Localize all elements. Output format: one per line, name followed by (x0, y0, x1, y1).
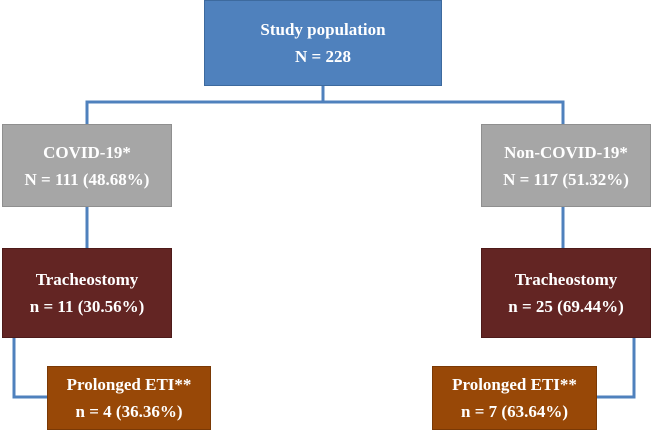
non-covid-group-title: Non-COVID-19* (504, 142, 628, 162)
non-covid-group-count: N = 117 (51.32%) (503, 169, 629, 189)
covid-prolonged-eti-title: Prolonged ETI** (66, 375, 192, 394)
covid-prolonged-eti-count: n = 4 (36.36%) (75, 402, 183, 421)
study-population-box: Study population N = 228 (204, 0, 442, 86)
covid-tracheostomy-count: n = 11 (30.56%) (29, 297, 145, 316)
non-covid-group-box: Non-COVID-19* N = 117 (51.32%) (481, 124, 651, 207)
study-population-title: Study population (260, 20, 386, 39)
covid-prolonged-eti-box: Prolonged ETI** n = 4 (36.36%) (47, 366, 211, 430)
covid-group-box: COVID-19* N = 111 (48.68%) (2, 124, 172, 207)
non-covid-tracheostomy-box: Tracheostomy n = 25 (69.44%) (481, 248, 651, 338)
non-covid-prolonged-eti-box: Prolonged ETI** n = 7 (63.64%) (432, 366, 597, 430)
right-tracheostomy-to-prolonged-connector (597, 338, 636, 399)
root-to-groups-connector (85, 86, 565, 124)
covid-group-title: COVID-19* (43, 142, 131, 162)
covid-tracheostomy-box: Tracheostomy n = 11 (30.56%) (2, 248, 172, 338)
non-covid-tracheostomy-count: n = 25 (69.44%) (508, 297, 624, 316)
non-covid-prolonged-eti-title: Prolonged ETI** (452, 375, 577, 394)
covid-group-count: N = 111 (48.68%) (24, 169, 150, 189)
covid-tracheostomy-title: Tracheostomy (35, 270, 139, 289)
non-covid-prolonged-eti-count: n = 7 (63.64%) (461, 402, 568, 421)
left-tracheostomy-to-prolonged-connector (12, 338, 47, 399)
study-population-count: N = 228 (295, 47, 351, 66)
non-covid-tracheostomy-title: Tracheostomy (514, 270, 618, 289)
